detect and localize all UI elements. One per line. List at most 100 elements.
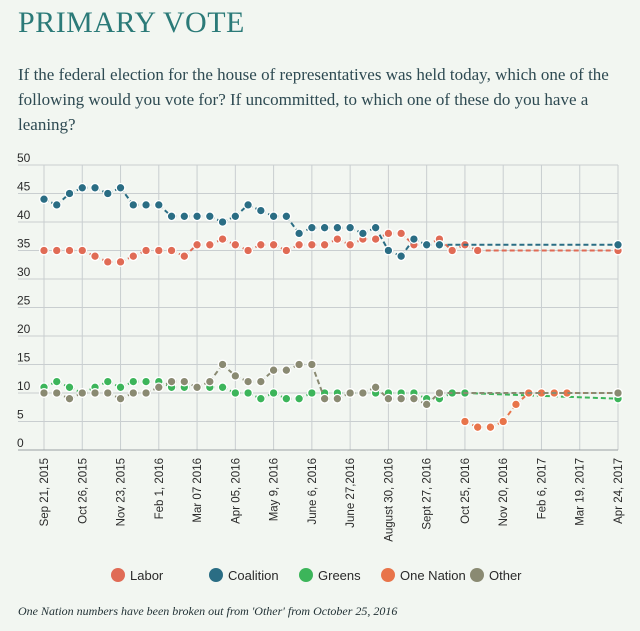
greens-data-point (217, 382, 228, 393)
coalition-data-point (396, 251, 407, 262)
labor-data-point (370, 234, 381, 245)
coalition-data-point (294, 228, 305, 239)
other-data-point (306, 359, 317, 370)
labor-data-point (153, 245, 164, 256)
other-data-point (39, 388, 49, 398)
coalition-data-point (357, 228, 368, 239)
coalition-data-point (345, 222, 356, 233)
labor-data-point (306, 239, 317, 250)
other-data-point (613, 388, 623, 398)
other-data-point (408, 393, 419, 404)
y-tick-label: 35 (17, 237, 31, 251)
labor-data-point (230, 239, 241, 250)
other-data-point (192, 382, 203, 393)
labor-data-point (332, 234, 343, 245)
other-data-point (217, 359, 228, 370)
other-data-point (294, 359, 305, 370)
other-data-point (102, 388, 113, 398)
x-tick-label: Feb 6, 2017 (536, 458, 548, 519)
other-data-point (332, 393, 343, 404)
other-data-point (255, 376, 266, 387)
x-tick-label: June 27,2016 (345, 458, 357, 528)
labor-data-point (64, 245, 75, 256)
other-data-point (90, 388, 100, 398)
labor-data-point (192, 239, 203, 250)
x-tick-label: June 6, 2016 (307, 458, 319, 525)
other-data-point (128, 388, 139, 398)
legend-item-greens: Greens (299, 568, 361, 583)
coalition-data-point (90, 182, 100, 193)
coalition-data-point (281, 211, 292, 222)
greens-data-point (51, 376, 62, 387)
y-tick-label: 0 (17, 436, 24, 450)
x-tick-label: Sep 21, 2015 (39, 458, 51, 526)
coalition-data-point (39, 194, 49, 205)
other-data-point (115, 393, 126, 404)
greens-data-point (115, 382, 126, 393)
labor-data-point (90, 251, 100, 262)
other-data-point (51, 388, 62, 398)
legend-label: Other (489, 568, 522, 583)
one-nation-data-point (485, 422, 496, 433)
labor-data-point (77, 245, 88, 256)
x-tick-label: Mar 07 2016 (192, 458, 204, 523)
other-data-point (230, 370, 241, 381)
coalition-data-point (243, 199, 254, 210)
legend-marker (299, 568, 313, 582)
other-data-point (383, 393, 394, 404)
coalition-data-point (319, 222, 330, 233)
coalition-data-point (230, 211, 241, 222)
other-data-point (141, 388, 151, 398)
y-axis-ticks: 0 5 10 15 20 25 30 35 40 45 50 (17, 151, 31, 450)
coalition-data-point (255, 205, 266, 216)
series-labor (39, 228, 623, 267)
labor-data-point (217, 234, 228, 245)
labor-data-point (204, 239, 215, 250)
other-data-point (357, 388, 368, 398)
other-data-point (179, 376, 190, 387)
other-data-point (396, 393, 407, 404)
labor-data-point (255, 239, 266, 250)
coalition-data-point (115, 182, 126, 193)
coalition-data-point (434, 239, 445, 250)
legend-item-labor: Labor (111, 568, 164, 583)
legend-label: Greens (318, 568, 361, 583)
other-data-point (166, 376, 177, 387)
footnote: One Nation numbers have been broken out … (18, 604, 398, 618)
coalition-data-point (268, 211, 279, 222)
other-data-point (319, 393, 330, 404)
coalition-data-point (613, 239, 623, 250)
greens-data-point (268, 388, 279, 398)
coalition-data-point (370, 222, 381, 233)
x-tick-label: Apr 05, 2016 (230, 458, 242, 524)
x-tick-label: August 30, 2016 (383, 458, 395, 542)
coalition-data-point (332, 222, 343, 233)
coalition-data-point (306, 222, 317, 233)
coalition-data-point (421, 239, 432, 250)
legend-marker (381, 568, 395, 582)
other-data-point (243, 376, 254, 387)
other-data-point (77, 388, 88, 398)
greens-data-point (306, 388, 317, 398)
x-tick-label: Nov 23, 2015 (116, 458, 128, 526)
labor-data-point (39, 245, 49, 256)
other-data-point (345, 388, 356, 398)
series-greens (39, 376, 623, 404)
greens-data-point (64, 382, 75, 393)
coalition-data-point (141, 199, 151, 210)
coalition-data-point (217, 217, 228, 227)
legend-label: Labor (130, 568, 164, 583)
labor-data-point (268, 239, 279, 250)
y-tick-label: 45 (17, 180, 31, 194)
other-data-point (434, 388, 445, 398)
y-tick-label: 15 (17, 351, 31, 365)
coalition-data-point (51, 199, 62, 210)
labor-data-point (447, 245, 458, 256)
labor-data-point (51, 245, 62, 256)
one-nation-data-point (459, 416, 470, 427)
y-tick-label: 20 (17, 322, 31, 336)
page-title: PRIMARY VOTE (18, 6, 245, 39)
coalition-data-point (408, 234, 419, 245)
labor-data-point (141, 245, 151, 256)
x-axis-ticks: Sep 21, 2015 Oct 26, 2015 Nov 23, 2015 Feb … (39, 458, 625, 542)
